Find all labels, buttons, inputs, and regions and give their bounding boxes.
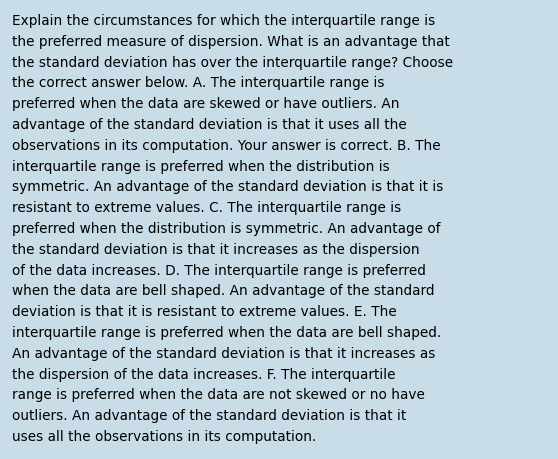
Text: Explain the circumstances for which the interquartile range is: Explain the circumstances for which the … [12, 14, 436, 28]
Text: the preferred measure of dispersion. What is an advantage that: the preferred measure of dispersion. Wha… [12, 35, 450, 49]
Text: of the data increases. D. The interquartile range is preferred: of the data increases. D. The interquart… [12, 263, 426, 277]
Text: advantage of the standard deviation is that it uses all the: advantage of the standard deviation is t… [12, 118, 407, 132]
Text: the dispersion of the data increases. F. The interquartile: the dispersion of the data increases. F.… [12, 367, 396, 381]
Text: observations in its computation. Your answer is correct. B. The: observations in its computation. Your an… [12, 139, 441, 152]
Text: resistant to extreme values. C. The interquartile range is: resistant to extreme values. C. The inte… [12, 201, 402, 215]
Text: the correct answer below. A. The interquartile range is: the correct answer below. A. The interqu… [12, 76, 385, 90]
Text: range is preferred when the data are not skewed or no have: range is preferred when the data are not… [12, 387, 425, 402]
Text: An advantage of the standard deviation is that it increases as: An advantage of the standard deviation i… [12, 346, 436, 360]
Text: preferred when the data are skewed or have outliers. An: preferred when the data are skewed or ha… [12, 97, 400, 111]
Text: symmetric. An advantage of the standard deviation is that it is: symmetric. An advantage of the standard … [12, 180, 444, 194]
Text: uses all the observations in its computation.: uses all the observations in its computa… [12, 429, 316, 443]
Text: deviation is that it is resistant to extreme values. E. The: deviation is that it is resistant to ext… [12, 304, 397, 319]
Text: the standard deviation is that it increases as the dispersion: the standard deviation is that it increa… [12, 242, 420, 256]
Text: when the data are bell shaped. An advantage of the standard: when the data are bell shaped. An advant… [12, 284, 435, 298]
Text: preferred when the distribution is symmetric. An advantage of: preferred when the distribution is symme… [12, 222, 441, 235]
Text: interquartile range is preferred when the distribution is: interquartile range is preferred when th… [12, 159, 390, 173]
Text: interquartile range is preferred when the data are bell shaped.: interquartile range is preferred when th… [12, 325, 441, 339]
Text: the standard deviation has over the interquartile range? Choose: the standard deviation has over the inte… [12, 56, 454, 69]
Text: outliers. An advantage of the standard deviation is that it: outliers. An advantage of the standard d… [12, 409, 407, 422]
